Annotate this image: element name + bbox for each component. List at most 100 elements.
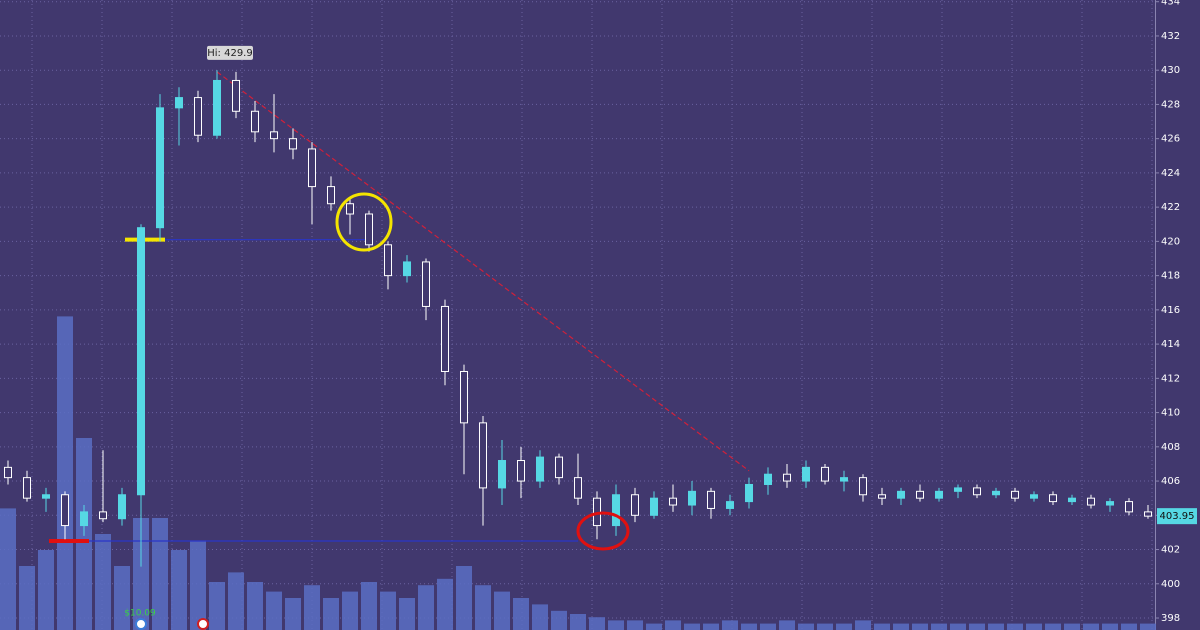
candle-body [308, 148, 316, 188]
y-tick-label: 416 [1161, 305, 1180, 316]
candle-body [764, 473, 772, 485]
candle-body [251, 110, 259, 133]
volume-bar [703, 623, 719, 630]
candle-body [745, 483, 753, 503]
candle-body [384, 244, 392, 277]
volume-bar [836, 623, 852, 630]
y-tick-label: 418 [1161, 271, 1180, 282]
candle-body [232, 79, 240, 112]
volume-bar [893, 623, 909, 630]
volume-bar [114, 566, 130, 630]
highlight-circle [576, 511, 630, 551]
candle-body [365, 213, 373, 246]
candle-body [992, 490, 1000, 496]
volume-bar [608, 620, 624, 630]
candle-body [441, 305, 449, 372]
volume-bar [969, 623, 985, 630]
candle-body [118, 494, 126, 520]
candle-body [270, 131, 278, 140]
y-tick-label: 400 [1161, 579, 1180, 590]
volume-bar [1045, 623, 1061, 630]
volume-bar [1140, 623, 1156, 630]
volume-bar [171, 550, 187, 630]
y-tick-label: 410 [1161, 408, 1180, 419]
y-tick-label: 398 [1161, 613, 1180, 624]
volume-bar [988, 623, 1004, 630]
y-tick-label: 420 [1161, 236, 1180, 247]
candle-body [574, 477, 582, 499]
volume-bar [551, 610, 567, 630]
candle-body [726, 501, 734, 509]
volume-bar [950, 623, 966, 630]
candle-body [422, 261, 430, 307]
volume-bar [817, 623, 833, 630]
trendline [216, 71, 750, 472]
volume-bar [152, 518, 168, 630]
volume-bar [38, 550, 54, 630]
candle-body [1068, 497, 1076, 503]
candle-body [1125, 501, 1133, 513]
volume-bar [665, 620, 681, 630]
candle-body [479, 422, 487, 489]
volume-bar [570, 614, 586, 630]
volume-bar [760, 623, 776, 630]
candle-body [802, 466, 810, 482]
candle-body [1087, 497, 1095, 506]
candle-body [897, 490, 905, 499]
y-tick-label: 424 [1161, 168, 1180, 179]
candle-body [669, 497, 677, 506]
candle-body [42, 494, 50, 499]
candle-body [99, 511, 107, 520]
candle-body [631, 494, 639, 516]
candle-body [916, 490, 924, 499]
volume-bar [95, 534, 111, 630]
volume-bar [1064, 623, 1080, 630]
volume-bar [741, 623, 757, 630]
volume-bar [19, 566, 35, 630]
volume-bar [855, 620, 871, 630]
volume-bar [247, 582, 263, 630]
candle-body [61, 494, 69, 527]
candle-body [555, 456, 563, 479]
volume-bar [912, 623, 928, 630]
candle-body [1011, 490, 1019, 499]
volume-bar [513, 598, 529, 630]
volume-bar [627, 620, 643, 630]
highlight-circle [335, 192, 393, 252]
candle-body [536, 456, 544, 482]
volume-bar [1083, 623, 1099, 630]
volume-bar [646, 623, 662, 630]
volume-bar [722, 620, 738, 630]
volume-bar [57, 316, 73, 630]
volume-bar [475, 585, 491, 630]
candle-body [954, 487, 962, 492]
candle-body [498, 460, 506, 489]
candle-body [650, 497, 658, 516]
annotation-box [207, 45, 253, 60]
y-tick-label: 406 [1161, 476, 1180, 487]
y-tick-label: 434 [1161, 0, 1180, 8]
last-price-box [1157, 508, 1197, 525]
candle-body [859, 477, 867, 496]
y-tick-label: 428 [1161, 99, 1180, 110]
candle-body [1144, 511, 1152, 517]
candle-body [460, 370, 468, 424]
last-price-label: 403.95 [1160, 511, 1195, 522]
candle-body [612, 494, 620, 527]
volume-bar [589, 617, 605, 630]
candle-body [80, 511, 88, 527]
candle-body [346, 203, 354, 215]
event-icon[interactable] [197, 618, 209, 630]
volume-bar [874, 623, 890, 630]
y-tick-label: 412 [1161, 373, 1180, 384]
candle-body [821, 466, 829, 482]
event-icon[interactable] [135, 618, 147, 630]
candle-body [935, 490, 943, 499]
volume-bar [1007, 623, 1023, 630]
candle-body [1030, 494, 1038, 499]
y-tick-label: 430 [1161, 65, 1180, 76]
volume-bar [1102, 623, 1118, 630]
candle-body [707, 490, 715, 509]
